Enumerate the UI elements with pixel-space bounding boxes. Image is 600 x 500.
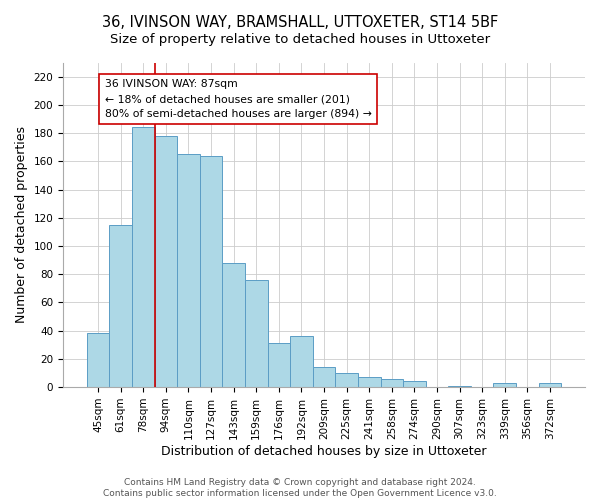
Bar [132,128,155,387]
Bar [177,154,200,387]
Bar [290,336,313,387]
Text: 36 IVINSON WAY: 87sqm
← 18% of detached houses are smaller (201)
80% of semi-det: 36 IVINSON WAY: 87sqm ← 18% of detached … [105,80,372,119]
Y-axis label: Number of detached properties: Number of detached properties [15,126,28,324]
Bar [268,344,290,387]
Bar [245,280,268,387]
Bar [448,386,471,387]
Bar [335,373,358,387]
Bar [155,136,177,387]
X-axis label: Distribution of detached houses by size in Uttoxeter: Distribution of detached houses by size … [161,444,487,458]
Bar [223,263,245,387]
Bar [539,383,561,387]
Bar [87,334,109,387]
Bar [380,378,403,387]
Bar [109,225,132,387]
Bar [493,383,516,387]
Bar [313,368,335,387]
Text: Contains HM Land Registry data © Crown copyright and database right 2024.
Contai: Contains HM Land Registry data © Crown c… [103,478,497,498]
Text: Size of property relative to detached houses in Uttoxeter: Size of property relative to detached ho… [110,32,490,46]
Bar [358,377,380,387]
Bar [403,382,425,387]
Text: 36, IVINSON WAY, BRAMSHALL, UTTOXETER, ST14 5BF: 36, IVINSON WAY, BRAMSHALL, UTTOXETER, S… [102,15,498,30]
Bar [200,156,223,387]
